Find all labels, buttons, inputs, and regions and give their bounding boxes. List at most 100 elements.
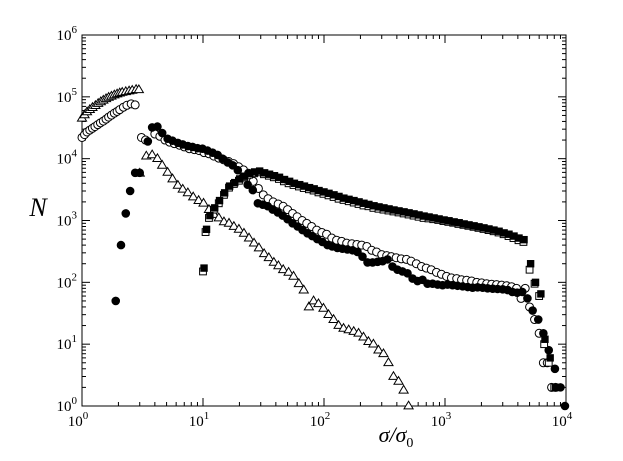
data-point-triangle bbox=[293, 277, 305, 288]
data-point-triangle bbox=[193, 194, 205, 204]
series-square-open bbox=[199, 168, 559, 392]
data-point-filled-square bbox=[202, 225, 211, 234]
data-point-filled-circle bbox=[533, 315, 543, 324]
data-point-triangle bbox=[198, 197, 209, 207]
data-point-triangle bbox=[288, 270, 299, 280]
y-tick-label: 106 bbox=[57, 24, 78, 44]
data-point-triangle bbox=[367, 338, 379, 348]
data-point-triangle bbox=[398, 384, 410, 394]
data-point-triangle bbox=[248, 237, 260, 247]
data-point-triangle bbox=[268, 256, 280, 266]
data-point-triangle bbox=[146, 149, 158, 159]
data-point-triangle bbox=[156, 159, 168, 169]
y-tick-label: 101 bbox=[57, 333, 78, 353]
y-tick-label: 103 bbox=[57, 210, 78, 230]
data-point-filled-circle bbox=[523, 294, 532, 303]
y-tick-label: 104 bbox=[57, 148, 78, 168]
data-point-triangle bbox=[228, 220, 240, 230]
data-point-triangle bbox=[393, 375, 404, 385]
data-point-filled-circle bbox=[528, 306, 537, 315]
data-point-triangle bbox=[233, 223, 245, 233]
data-point-triangle bbox=[328, 313, 340, 323]
y-tick-label: 105 bbox=[57, 86, 78, 106]
data-point-triangle bbox=[383, 357, 394, 367]
data-point-filled-circle bbox=[157, 128, 167, 138]
data-point-filled-circle bbox=[544, 345, 554, 355]
y-tick-label: 100 bbox=[57, 395, 78, 415]
data-point-filled-circle bbox=[121, 209, 131, 218]
data-point-triangle bbox=[358, 331, 369, 341]
x-tick-label: 104 bbox=[552, 410, 573, 430]
data-point-triangle bbox=[258, 247, 270, 258]
data-point-filled-circle bbox=[560, 401, 570, 411]
data-point-triangle bbox=[263, 251, 275, 262]
data-point-filled-circle bbox=[517, 287, 527, 297]
data-point-filled-square bbox=[211, 204, 219, 212]
data-point-filled-circle bbox=[228, 161, 238, 170]
data-point-triangle bbox=[298, 284, 310, 294]
marks-layer bbox=[76, 83, 570, 411]
data-point-triangle bbox=[182, 187, 194, 197]
data-point-triangle bbox=[318, 302, 329, 312]
data-point-triangle bbox=[187, 191, 199, 201]
data-point-triangle bbox=[272, 260, 284, 270]
data-point-filled-square bbox=[520, 235, 528, 244]
data-point-filled-square bbox=[531, 278, 540, 287]
x-tick-label: 102 bbox=[310, 410, 331, 430]
data-point-filled-square bbox=[551, 383, 560, 392]
data-point-triangle bbox=[378, 347, 389, 358]
x-axis-label: σ/σ0 bbox=[379, 422, 414, 451]
data-point-triangle bbox=[177, 183, 189, 193]
y-axis-label: N bbox=[28, 193, 48, 222]
data-point-triangle bbox=[353, 327, 364, 337]
data-point-triangle bbox=[403, 400, 415, 410]
data-point-filled-circle bbox=[248, 185, 258, 195]
data-point-open-circle bbox=[130, 100, 140, 110]
data-point-triangle bbox=[388, 370, 399, 380]
data-point-filled-circle bbox=[233, 165, 243, 175]
data-point-triangle bbox=[253, 242, 265, 252]
data-point-filled-circle bbox=[358, 252, 367, 261]
data-point-filled-square bbox=[537, 290, 545, 298]
data-point-triangle bbox=[151, 152, 163, 163]
series-square-filled bbox=[200, 167, 560, 392]
data-point-triangle bbox=[213, 212, 225, 222]
data-point-triangle bbox=[162, 166, 174, 176]
data-point-triangle bbox=[133, 84, 145, 94]
data-point-filled-square bbox=[215, 196, 224, 205]
data-point-filled-square bbox=[206, 211, 214, 220]
data-point-triangle bbox=[363, 335, 374, 345]
series-circle-filled bbox=[111, 122, 570, 411]
y-tick-label: 102 bbox=[57, 271, 78, 291]
data-point-filled-circle bbox=[111, 296, 121, 306]
data-point-triangle bbox=[167, 173, 178, 183]
data-point-triangle bbox=[223, 217, 235, 227]
data-point-filled-square bbox=[220, 189, 229, 197]
data-point-triangle bbox=[172, 179, 184, 189]
data-point-filled-square bbox=[200, 264, 208, 272]
data-point-filled-circle bbox=[143, 137, 153, 146]
data-point-triangle bbox=[313, 297, 324, 308]
data-point-filled-circle bbox=[116, 240, 126, 250]
data-point-filled-square bbox=[526, 260, 535, 268]
data-point-filled-circle bbox=[550, 364, 560, 374]
data-point-filled-circle bbox=[135, 168, 145, 178]
data-point-filled-square bbox=[546, 354, 554, 362]
x-tick-label: 103 bbox=[431, 410, 452, 430]
x-tick-label: 101 bbox=[189, 410, 210, 430]
data-point-triangle bbox=[243, 232, 255, 242]
data-point-triangle bbox=[238, 227, 250, 237]
data-point-triangle bbox=[373, 344, 384, 354]
data-point-filled-circle bbox=[383, 255, 392, 264]
data-point-triangle bbox=[323, 308, 334, 319]
data-point-triangle bbox=[308, 295, 320, 305]
data-point-filled-circle bbox=[403, 268, 412, 278]
plot-frame bbox=[81, 34, 567, 407]
data-point-filled-square bbox=[541, 335, 549, 343]
data-point-triangle bbox=[283, 266, 295, 276]
data-point-triangle bbox=[303, 301, 315, 311]
data-point-filled-circle bbox=[125, 186, 135, 196]
data-point-triangle bbox=[277, 263, 289, 274]
